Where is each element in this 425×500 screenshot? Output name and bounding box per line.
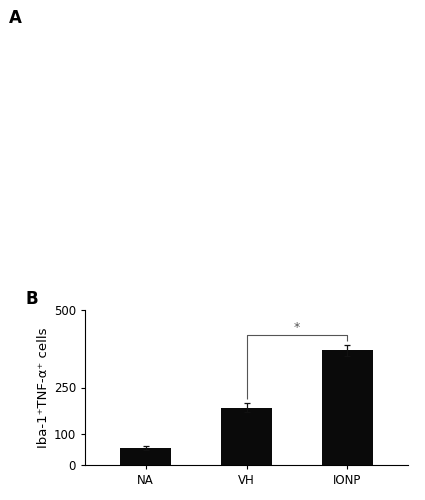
Bar: [120, 448, 171, 465]
Y-axis label: Iba-1⁺TNF-α⁺ cells: Iba-1⁺TNF-α⁺ cells: [37, 327, 50, 448]
Bar: [322, 350, 373, 465]
Text: A: A: [8, 10, 21, 28]
Text: *: *: [294, 320, 300, 334]
Text: B: B: [26, 290, 38, 308]
Bar: [221, 408, 272, 465]
